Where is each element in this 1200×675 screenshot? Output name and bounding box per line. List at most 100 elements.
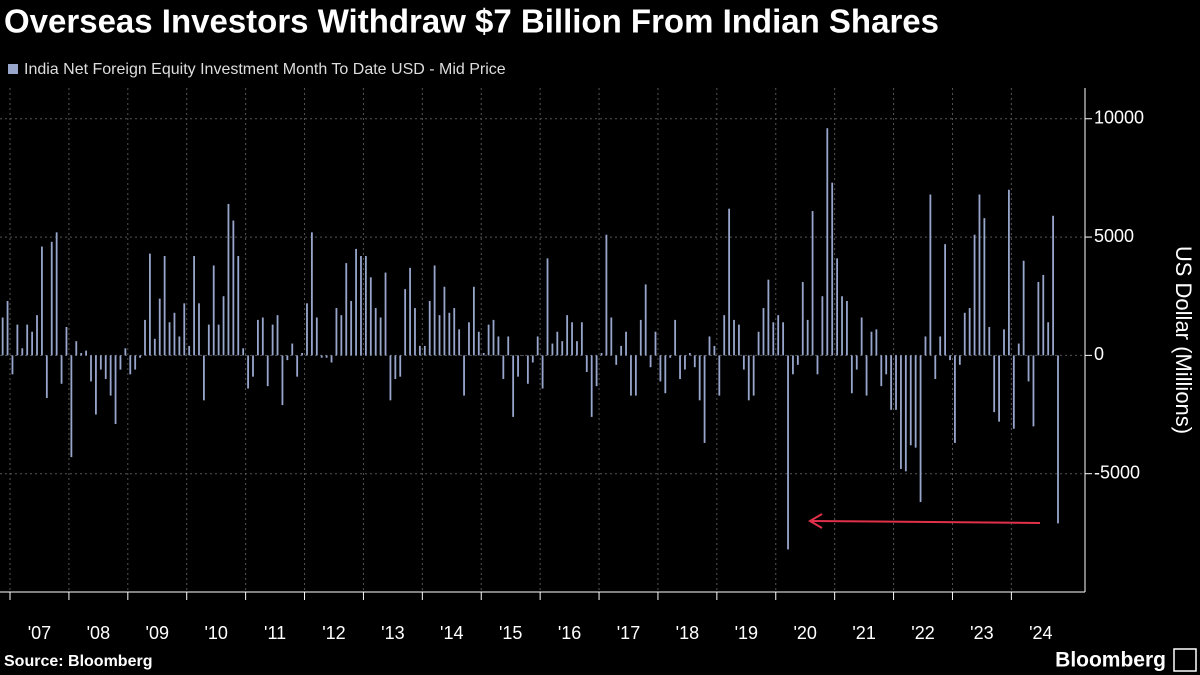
bar (605, 234, 608, 356)
bar (168, 322, 171, 356)
bar (870, 331, 873, 356)
bar (688, 353, 691, 356)
bar (315, 317, 318, 356)
bar (610, 317, 613, 356)
bar (153, 338, 156, 356)
bar (634, 355, 637, 396)
bar (41, 246, 43, 356)
bar (580, 322, 583, 356)
bar (595, 355, 598, 387)
bar (482, 353, 485, 356)
bar (345, 263, 348, 356)
bar (114, 355, 117, 424)
x-tick-label: '23 (970, 623, 993, 643)
x-tick-label: '20 (793, 623, 816, 643)
bar (875, 329, 878, 356)
bar (6, 300, 9, 356)
bar (983, 218, 986, 356)
bar (806, 319, 809, 356)
brand: Bloomberg (1055, 649, 1166, 672)
bar (772, 322, 775, 356)
bar (355, 248, 357, 356)
bar (968, 308, 971, 356)
bar (531, 355, 534, 363)
bar (836, 258, 839, 356)
bar (443, 286, 446, 356)
y-tick-label: 10000 (1094, 108, 1144, 128)
bar (924, 336, 927, 356)
bar (512, 355, 515, 417)
bar (585, 355, 588, 372)
bar (890, 355, 893, 410)
bar (261, 317, 264, 356)
bar (733, 319, 735, 356)
bar (139, 355, 141, 358)
bar (188, 345, 191, 356)
bar (119, 355, 122, 370)
bar (374, 308, 377, 356)
bar (522, 355, 524, 356)
bar (747, 355, 750, 401)
bar (414, 308, 416, 356)
bar (762, 308, 765, 356)
bar (45, 355, 48, 398)
bar (247, 355, 249, 389)
bar (394, 355, 397, 380)
bar (104, 355, 107, 380)
bar (880, 355, 883, 387)
bar (693, 355, 696, 368)
x-tick-label: '19 (735, 623, 758, 643)
bar (576, 341, 578, 356)
bar (418, 345, 421, 356)
bar (782, 322, 785, 356)
bar (335, 308, 338, 356)
bar (1012, 355, 1015, 429)
bar (463, 355, 465, 396)
bar (492, 319, 495, 356)
y-tick-label: -5000 (1094, 462, 1140, 482)
bar (497, 336, 500, 356)
bar (109, 355, 112, 396)
bar (630, 355, 632, 396)
bar (728, 208, 731, 356)
bar (487, 324, 490, 356)
bar (738, 324, 740, 356)
bar (600, 353, 603, 356)
bar (787, 355, 789, 550)
bar (134, 355, 137, 370)
bar (684, 355, 686, 370)
y-tick-label: 0 (1094, 344, 1104, 364)
bar (90, 355, 92, 382)
bar (536, 336, 539, 356)
bar (526, 355, 529, 384)
bar (55, 232, 58, 356)
bar (1047, 322, 1050, 356)
bar (60, 355, 63, 384)
x-tick-label: '24 (1029, 623, 1052, 643)
chart-title: Overseas Investors Withdraw $7 Billion F… (4, 3, 939, 40)
bar (256, 319, 259, 356)
bar (1052, 215, 1054, 356)
bar (203, 355, 205, 401)
bar (846, 300, 848, 356)
bar (276, 315, 279, 356)
bar (590, 355, 593, 417)
bar (26, 324, 29, 356)
bar (16, 324, 19, 356)
bar (1003, 329, 1005, 356)
bar (919, 355, 922, 503)
bar (320, 355, 323, 358)
bar (752, 355, 755, 396)
bar (973, 234, 976, 356)
bar (207, 324, 210, 356)
bar (99, 355, 102, 370)
bar (639, 319, 642, 356)
bar (615, 355, 618, 365)
brand-icon (1173, 648, 1197, 672)
bar (1017, 343, 1020, 356)
bar (384, 272, 387, 356)
bar (1022, 260, 1025, 356)
bar (963, 312, 966, 356)
bar (50, 241, 53, 356)
bar (664, 355, 667, 394)
